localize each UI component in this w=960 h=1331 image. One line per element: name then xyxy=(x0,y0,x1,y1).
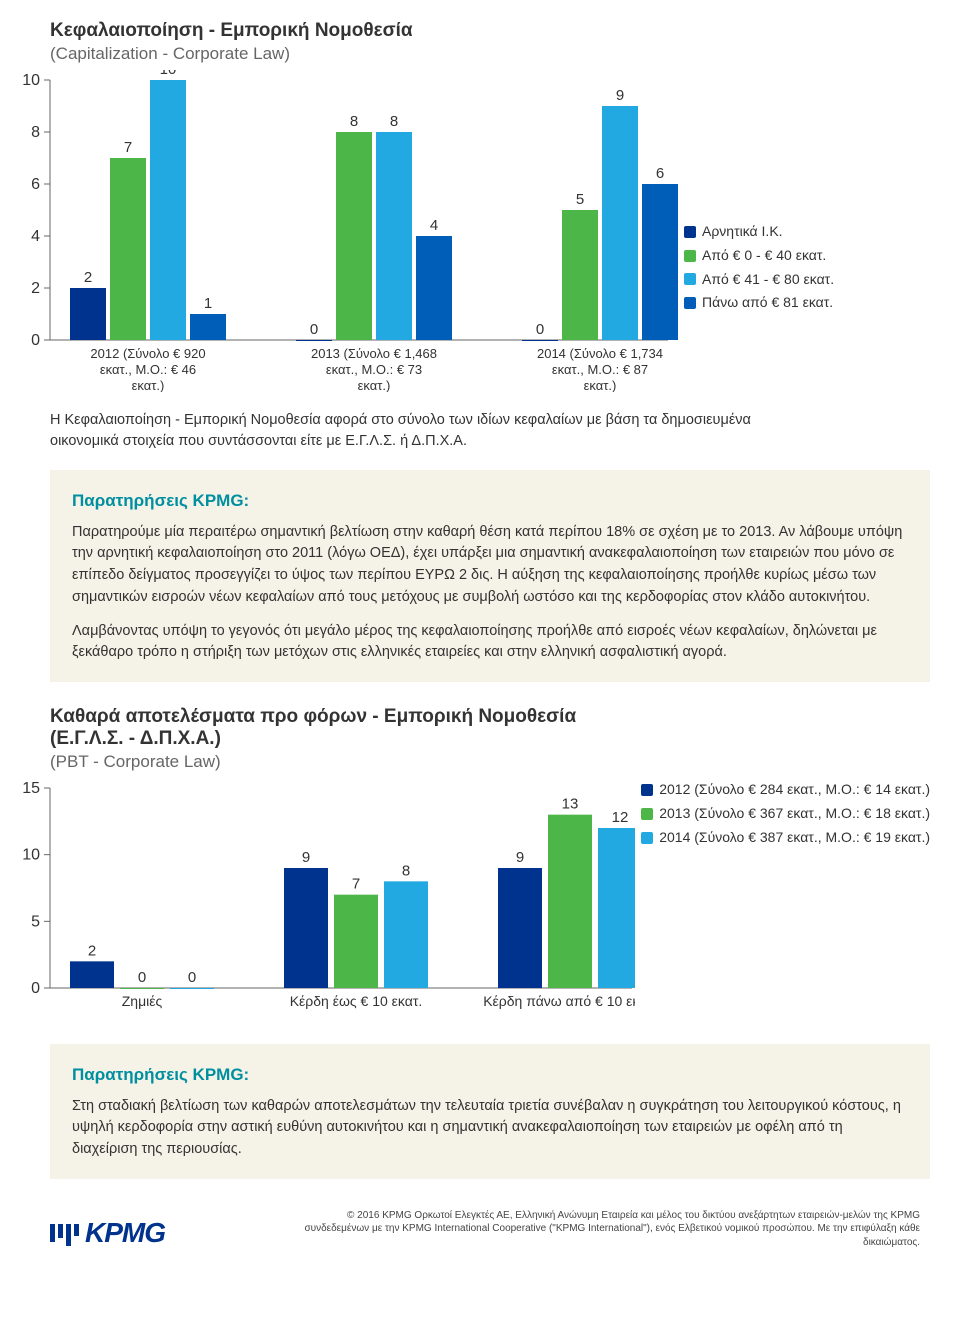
svg-text:9: 9 xyxy=(616,87,624,104)
kpmg-box-1-p1: Παρατηρούμε μία περαιτέρω σημαντική βελτ… xyxy=(72,522,908,609)
svg-text:4: 4 xyxy=(430,217,438,234)
svg-text:0: 0 xyxy=(31,332,40,349)
chart1-title: Κεφαλαιοποίηση - Εμπορική Νομοθεσία xyxy=(50,20,930,42)
kpmg-box-1-p2: Λαμβάνοντας υπόψη το γεγονός ότι μεγάλο … xyxy=(72,621,908,665)
legend-swatch xyxy=(684,297,696,309)
legend-label: 2012 (Σύνολο € 284 εκατ., Μ.Ο.: € 14 εκα… xyxy=(659,778,930,802)
svg-text:0: 0 xyxy=(188,969,196,986)
svg-text:εκατ., Μ.Ο.: € 46: εκατ., Μ.Ο.: € 46 xyxy=(100,362,196,377)
legend-item: 2013 (Σύνολο € 367 εκατ., Μ.Ο.: € 18 εκα… xyxy=(641,802,930,826)
legend-swatch xyxy=(684,226,696,238)
svg-text:10: 10 xyxy=(160,70,177,78)
legend-item: Αρνητικά Ι.Κ. xyxy=(684,220,834,244)
svg-text:2014 (Σύνολο € 1,734: 2014 (Σύνολο € 1,734 xyxy=(537,346,663,361)
svg-text:2: 2 xyxy=(88,942,96,959)
svg-text:8: 8 xyxy=(350,113,358,130)
chart2: 051015200Ζημιές978Κέρδη έως € 10 εκατ.91… xyxy=(10,778,635,1024)
legend-item: Πάνω από € 81 εκατ. xyxy=(684,291,834,315)
svg-text:6: 6 xyxy=(656,165,664,182)
svg-text:12: 12 xyxy=(612,809,629,826)
svg-text:7: 7 xyxy=(124,139,132,156)
legend-label: Από € 0 - € 40 εκατ. xyxy=(702,244,826,268)
svg-text:εκατ., Μ.Ο.: € 73: εκατ., Μ.Ο.: € 73 xyxy=(326,362,422,377)
svg-text:8: 8 xyxy=(31,124,40,141)
svg-text:Ζημιές: Ζημιές xyxy=(122,993,163,1009)
footer-copyright: © 2016 KPMG Ορκωτοί Ελεγκτές ΑΕ, Ελληνικ… xyxy=(280,1209,920,1250)
svg-text:15: 15 xyxy=(22,780,40,797)
legend-swatch xyxy=(684,250,696,262)
chart1: 0246810271012012 (Σύνολο € 920εκατ., Μ.Ο… xyxy=(10,70,678,392)
svg-text:Κέρδη πάνω από € 10 εκατ.: Κέρδη πάνω από € 10 εκατ. xyxy=(483,993,635,1009)
svg-text:10: 10 xyxy=(22,72,40,89)
legend-swatch xyxy=(684,273,696,285)
kpmg-box-1: Παρατηρήσεις KPMG: Παρατηρούμε μία περαι… xyxy=(50,470,930,682)
legend-swatch xyxy=(641,784,653,796)
svg-text:7: 7 xyxy=(352,876,360,893)
svg-text:Κέρδη έως € 10 εκατ.: Κέρδη έως € 10 εκατ. xyxy=(290,993,423,1009)
chart2-wrap: 051015200Ζημιές978Κέρδη έως € 10 εκατ.91… xyxy=(10,778,930,1024)
legend-item: Από € 0 - € 40 εκατ. xyxy=(684,244,834,268)
chart1-subtitle: (Capitalization - Corporate Law) xyxy=(50,44,930,64)
svg-text:13: 13 xyxy=(562,796,579,813)
svg-text:9: 9 xyxy=(516,849,524,866)
svg-text:9: 9 xyxy=(302,849,310,866)
footer: KPMG © 2016 KPMG Ορκωτοί Ελεγκτές ΑΕ, Ελ… xyxy=(10,1209,930,1254)
kpmg-box-2: Παρατηρήσεις KPMG: Στη σταδιακή βελτίωση… xyxy=(50,1044,930,1179)
legend-item: 2014 (Σύνολο € 387 εκατ., Μ.Ο.: € 19 εκα… xyxy=(641,826,930,850)
legend-swatch xyxy=(641,832,653,844)
legend-swatch xyxy=(641,808,653,820)
svg-text:5: 5 xyxy=(576,191,584,208)
kpmg-logo: KPMG xyxy=(50,1217,165,1249)
svg-text:εκατ.): εκατ.) xyxy=(132,378,165,392)
svg-text:6: 6 xyxy=(31,176,40,193)
svg-text:8: 8 xyxy=(402,862,410,879)
chart2-title: Καθαρά αποτελέσματα προ φόρων - Εμπορική… xyxy=(50,706,650,750)
svg-text:εκατ.): εκατ.) xyxy=(584,378,617,392)
svg-text:εκατ.): εκατ.) xyxy=(358,378,391,392)
svg-text:0: 0 xyxy=(138,969,146,986)
svg-text:4: 4 xyxy=(31,228,40,245)
legend-label: Αρνητικά Ι.Κ. xyxy=(702,220,783,244)
chart2-subtitle: (PBT - Corporate Law) xyxy=(50,752,930,772)
kpmg-box-1-title: Παρατηρήσεις KPMG: xyxy=(72,488,908,514)
legend-item: 2012 (Σύνολο € 284 εκατ., Μ.Ο.: € 14 εκα… xyxy=(641,778,930,802)
chart2-legend: 2012 (Σύνολο € 284 εκατ., Μ.Ο.: € 14 εκα… xyxy=(641,778,930,849)
kpmg-box-2-title: Παρατηρήσεις KPMG: xyxy=(72,1062,908,1088)
chart1-note: Η Κεφαλαιοποίηση - Εμπορική Νομοθεσία αφ… xyxy=(50,410,810,452)
chart1-wrap: 0246810271012012 (Σύνολο € 920εκατ., Μ.Ο… xyxy=(10,70,930,392)
svg-text:2: 2 xyxy=(84,269,92,286)
chart1-legend: Αρνητικά Ι.Κ.Από € 0 - € 40 εκατ.Από € 4… xyxy=(684,220,834,315)
legend-label: 2013 (Σύνολο € 367 εκατ., Μ.Ο.: € 18 εκα… xyxy=(659,802,930,826)
svg-text:2013 (Σύνολο € 1,468: 2013 (Σύνολο € 1,468 xyxy=(311,346,437,361)
legend-label: Από € 41 - € 80 εκατ. xyxy=(702,268,834,292)
svg-text:5: 5 xyxy=(31,913,40,930)
legend-label: Πάνω από € 81 εκατ. xyxy=(702,291,833,315)
kpmg-logo-text: KPMG xyxy=(85,1217,165,1248)
svg-text:0: 0 xyxy=(310,321,318,338)
svg-text:εκατ., Μ.Ο.: € 87: εκατ., Μ.Ο.: € 87 xyxy=(552,362,648,377)
svg-text:10: 10 xyxy=(22,847,40,864)
svg-text:1: 1 xyxy=(204,295,212,312)
svg-text:2: 2 xyxy=(31,280,40,297)
svg-text:0: 0 xyxy=(536,321,544,338)
kpmg-box-2-p1: Στη σταδιακή βελτίωση των καθαρών αποτελ… xyxy=(72,1096,908,1161)
svg-text:8: 8 xyxy=(390,113,398,130)
svg-text:2012 (Σύνολο € 920: 2012 (Σύνολο € 920 xyxy=(90,346,205,361)
svg-text:0: 0 xyxy=(31,980,40,997)
legend-label: 2014 (Σύνολο € 387 εκατ., Μ.Ο.: € 19 εκα… xyxy=(659,826,930,850)
legend-item: Από € 41 - € 80 εκατ. xyxy=(684,268,834,292)
